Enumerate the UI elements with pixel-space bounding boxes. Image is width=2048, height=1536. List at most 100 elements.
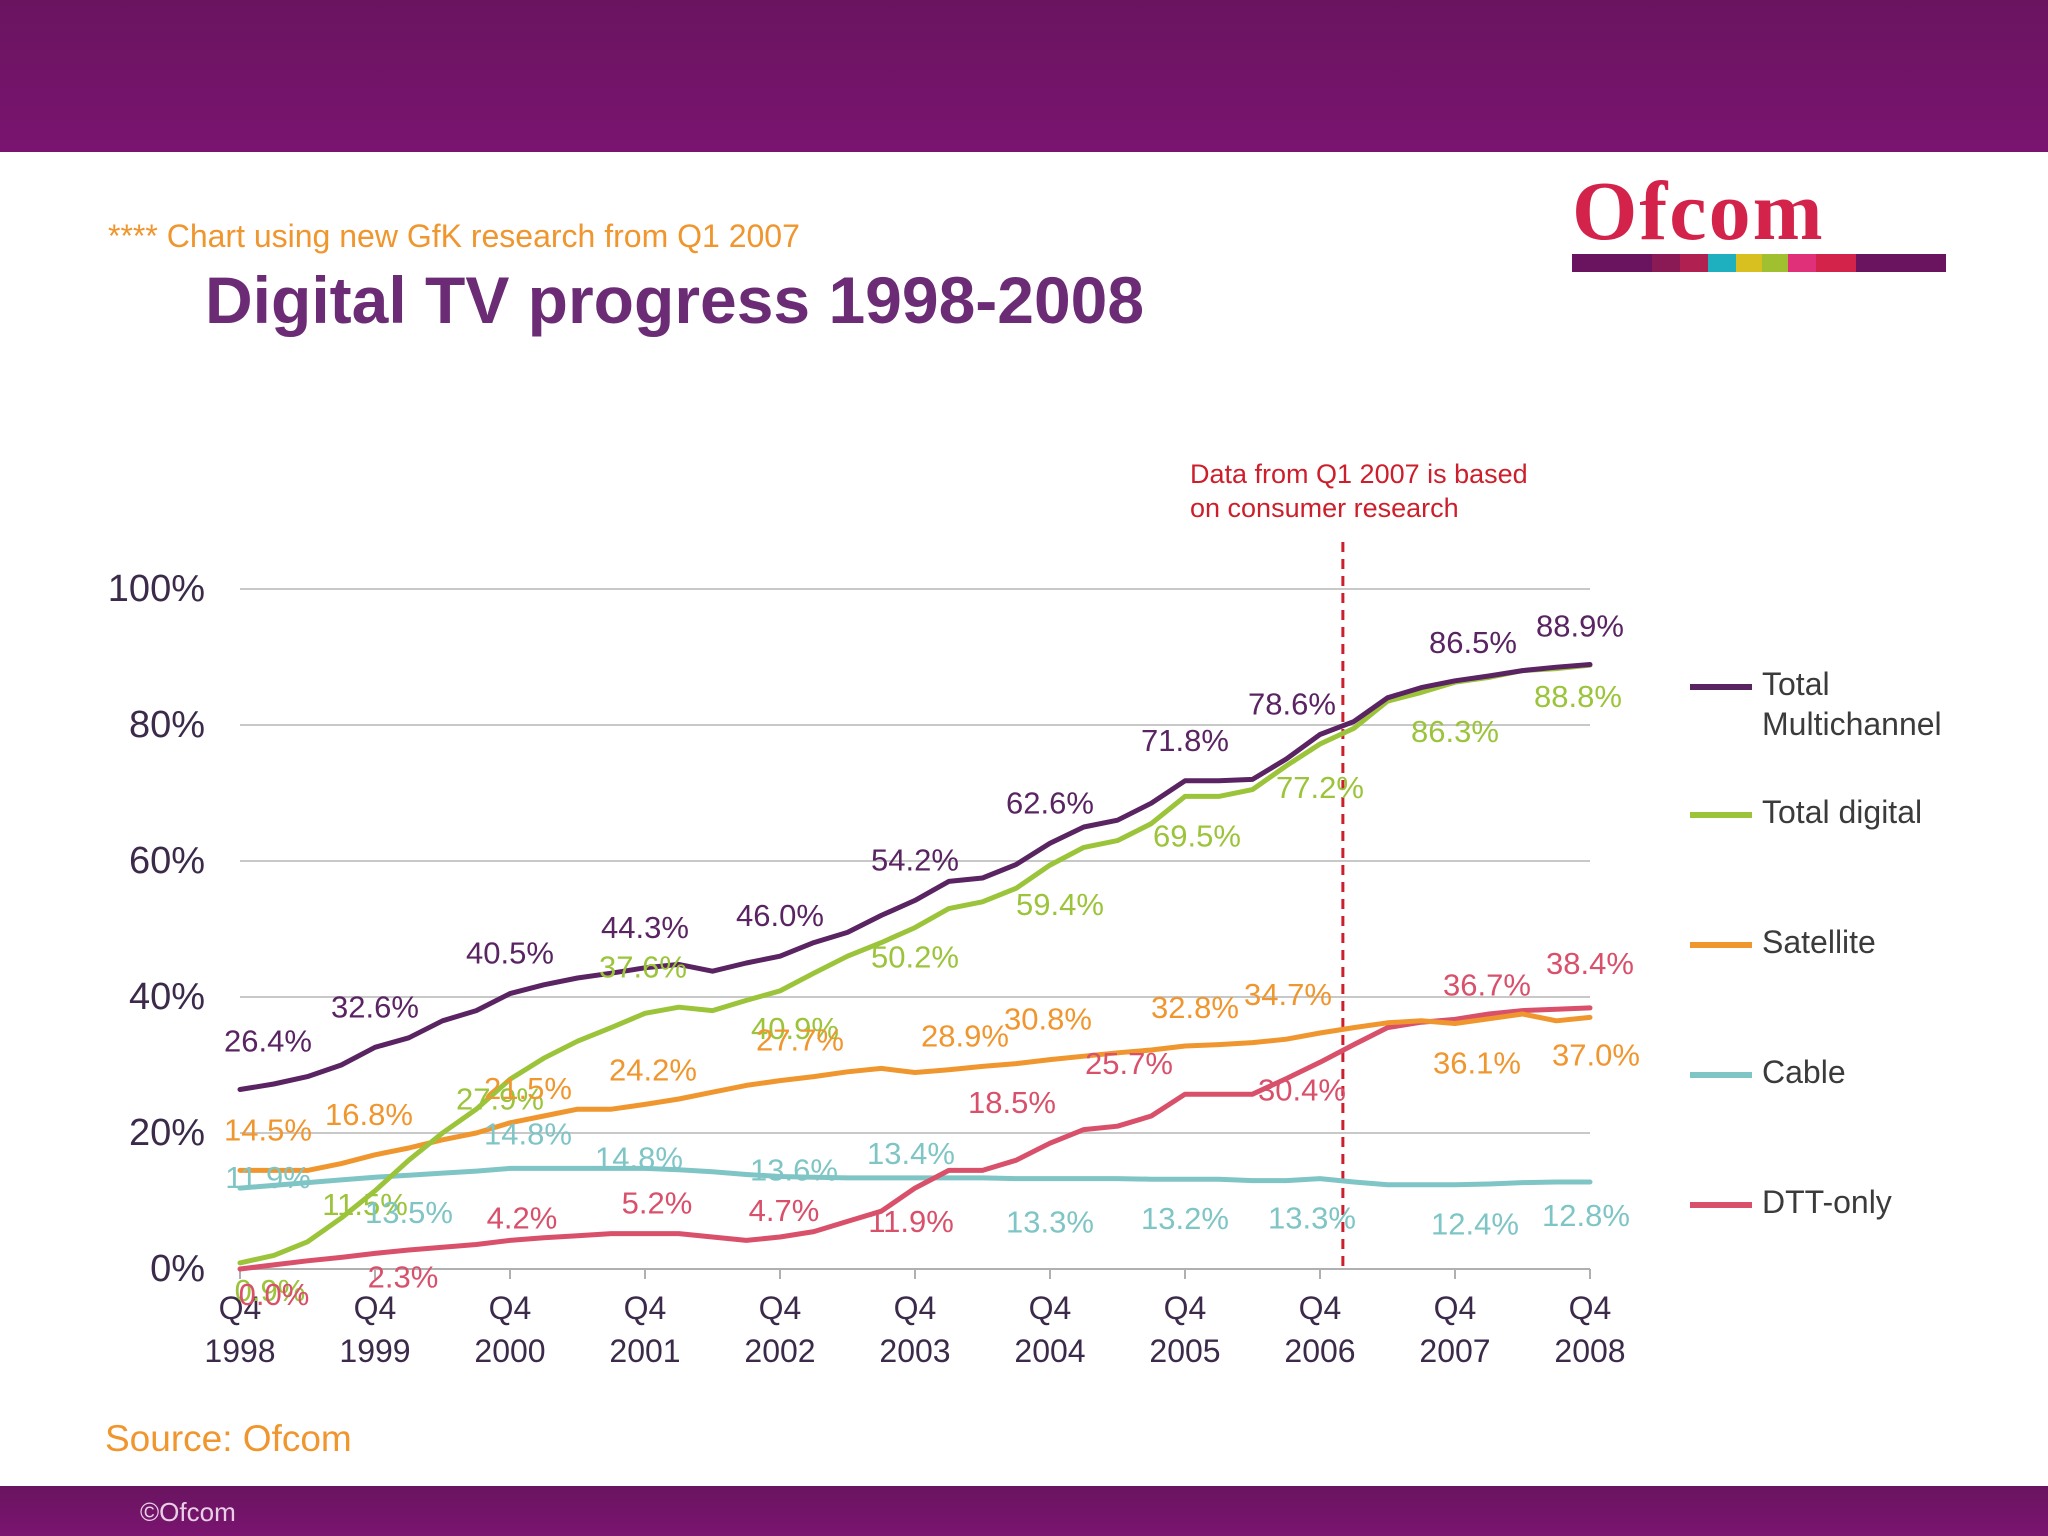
data-label: 12.8% xyxy=(1542,1198,1630,1233)
logo-stripe xyxy=(1680,254,1708,272)
legend-swatch xyxy=(1690,942,1752,948)
x-tick-label: Q4 xyxy=(489,1290,532,1326)
y-tick-label: 20% xyxy=(129,1112,205,1154)
data-label: 4.2% xyxy=(487,1200,558,1235)
data-label: 13.5% xyxy=(365,1195,453,1230)
x-tick-label: Q4 xyxy=(1569,1290,1612,1326)
data-label: 18.5% xyxy=(968,1085,1056,1120)
source-note: Source: Ofcom xyxy=(105,1418,352,1459)
data-label: 13.3% xyxy=(1006,1205,1094,1240)
data-label: 25.7% xyxy=(1085,1046,1173,1081)
logo-stripe xyxy=(1652,254,1680,272)
x-tick-label: Q4 xyxy=(1434,1290,1477,1326)
page-title: Digital TV progress 1998-2008 xyxy=(205,263,1145,337)
x-tick-label: 2005 xyxy=(1149,1333,1220,1369)
legend-item: Satellite xyxy=(1690,922,1876,962)
logo-stripe xyxy=(1736,254,1762,272)
legend-label: Cable xyxy=(1762,1052,1846,1092)
logo-stripe xyxy=(1708,254,1736,272)
logo-stripe xyxy=(1816,254,1856,272)
legend-label: Total digital xyxy=(1762,792,1922,832)
legend-label-line: Total digital xyxy=(1762,794,1923,830)
x-tick-label: 1999 xyxy=(339,1333,410,1369)
ofcom-logo: Ofcom xyxy=(1572,170,1946,272)
x-tick-label: Q4 xyxy=(759,1290,802,1326)
data-label: 14.5% xyxy=(224,1112,312,1147)
x-tick-label: Q4 xyxy=(624,1290,667,1326)
data-label: 59.4% xyxy=(1016,887,1104,922)
x-tick-label: 1998 xyxy=(204,1333,275,1369)
footer-banner xyxy=(0,1486,2048,1536)
data-label: 50.2% xyxy=(871,940,959,975)
legend-item: Total digital xyxy=(1690,792,1922,832)
data-label: 13.3% xyxy=(1268,1201,1356,1236)
chart-note: **** Chart using new GfK research from Q… xyxy=(108,218,800,254)
data-label: 2.3% xyxy=(368,1259,439,1294)
data-label: 13.4% xyxy=(867,1136,955,1171)
data-label: 86.3% xyxy=(1411,714,1499,749)
data-label: 37.6% xyxy=(599,949,687,984)
legend-label: Satellite xyxy=(1762,922,1876,962)
data-label: 14.8% xyxy=(484,1116,572,1151)
x-tick-label: 2008 xyxy=(1554,1333,1625,1369)
logo-stripe xyxy=(1856,254,1946,272)
data-label: 24.2% xyxy=(609,1052,697,1087)
series-line-dtt-only xyxy=(237,1005,1593,1272)
legend-label-line: Satellite xyxy=(1762,924,1876,960)
data-label: 36.7% xyxy=(1443,967,1531,1002)
data-label: 4.7% xyxy=(749,1193,820,1228)
legend-swatch xyxy=(1690,1072,1752,1078)
data-label: 88.9% xyxy=(1536,608,1624,643)
x-tick-label: Q4 xyxy=(894,1290,937,1326)
y-tick-label: 40% xyxy=(129,976,205,1018)
data-label: 30.4% xyxy=(1258,1072,1346,1107)
legend-item: Total Multichannel xyxy=(1690,664,1942,744)
data-label: 32.6% xyxy=(331,989,419,1024)
y-tick-label: 60% xyxy=(129,840,205,882)
legend-label: Total Multichannel xyxy=(1762,664,1942,744)
y-tick-label: 0% xyxy=(150,1248,205,1290)
legend-swatch xyxy=(1690,684,1752,690)
series-line-total-digital xyxy=(237,662,1593,1266)
data-label: 77.2% xyxy=(1276,770,1364,805)
data-label: 11.5% xyxy=(322,1187,408,1222)
data-label: 0.9% xyxy=(235,1273,306,1308)
legend-label: DTT-only xyxy=(1762,1182,1892,1222)
data-label: 32.8% xyxy=(1151,990,1239,1025)
logo-stripe xyxy=(1788,254,1816,272)
data-label: 88.8% xyxy=(1534,679,1622,714)
data-label: 44.3% xyxy=(601,910,689,945)
x-tick-label: 2000 xyxy=(474,1333,545,1369)
data-label: 27.7% xyxy=(756,1023,844,1058)
data-label: 13.6% xyxy=(750,1153,838,1188)
data-label: 5.2% xyxy=(622,1186,693,1221)
x-tick-label: Q4 xyxy=(1029,1290,1072,1326)
digital-tv-chart: 0% 20% 40% 60% 80% 100% Q4 1998 Q4 1999 Q4 2000 Q4 20… xyxy=(108,459,1640,1369)
data-label: 21.5% xyxy=(484,1071,572,1106)
legend-item: DTT-only xyxy=(1690,1182,1892,1222)
x-tick-label: 2001 xyxy=(609,1333,680,1369)
x-tick-label: Q4 xyxy=(1164,1290,1207,1326)
x-tick-label: 2002 xyxy=(744,1333,815,1369)
data-label: 78.6% xyxy=(1248,687,1336,722)
series-line-cable xyxy=(237,1165,1593,1191)
data-label: 40.5% xyxy=(466,936,554,971)
data-label: 11.9% xyxy=(868,1204,954,1239)
series-line-total-multichannel xyxy=(237,662,1593,1092)
x-tick-label: Q4 xyxy=(1299,1290,1342,1326)
y-tick-label: 100% xyxy=(108,568,205,610)
annotation-text: on consumer research xyxy=(1190,493,1459,523)
logo-stripes xyxy=(1572,254,1946,272)
x-tick-label: Q4 xyxy=(354,1290,397,1326)
data-label: 34.7% xyxy=(1244,977,1332,1012)
copyright-text: ©Ofcom xyxy=(140,1497,236,1527)
legend-label-line: Total xyxy=(1762,666,1830,702)
data-label: 86.5% xyxy=(1429,625,1517,660)
data-label: 13.2% xyxy=(1141,1201,1229,1236)
x-tick-label: 2007 xyxy=(1419,1333,1490,1369)
data-label: 71.8% xyxy=(1141,723,1229,758)
logo-stripe xyxy=(1762,254,1788,272)
data-label: 0.0% xyxy=(239,1277,310,1312)
x-tick-label: 2003 xyxy=(879,1333,950,1369)
data-label: 16.8% xyxy=(325,1097,413,1132)
